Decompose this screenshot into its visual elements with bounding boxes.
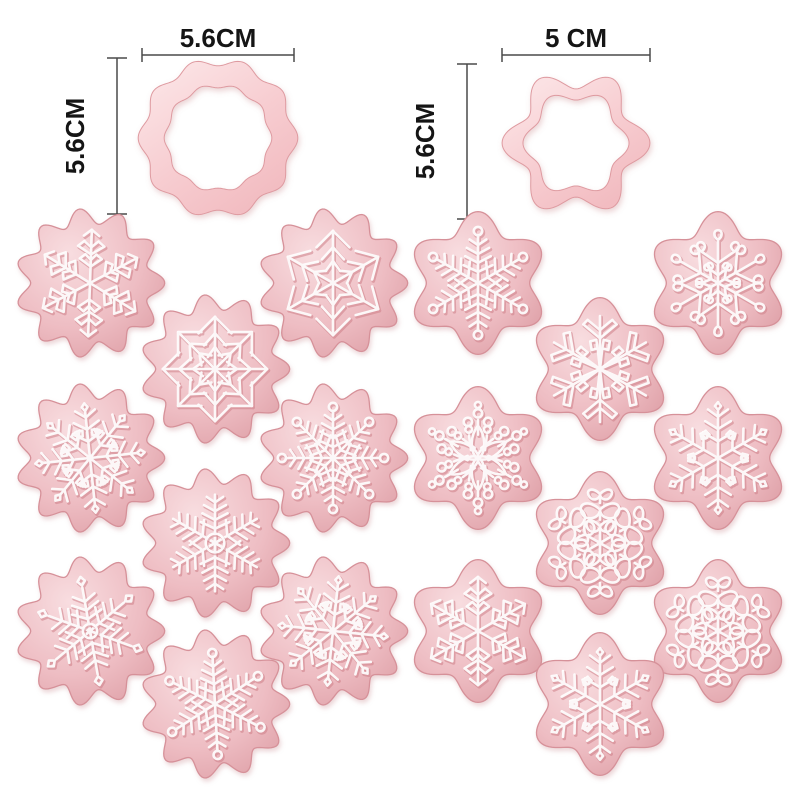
svg-text:5.6CM: 5.6CM — [410, 103, 440, 180]
svg-text:5.6CM: 5.6CM — [60, 98, 90, 175]
svg-text:5.6CM: 5.6CM — [180, 23, 257, 53]
svg-text:5 CM: 5 CM — [545, 23, 607, 53]
